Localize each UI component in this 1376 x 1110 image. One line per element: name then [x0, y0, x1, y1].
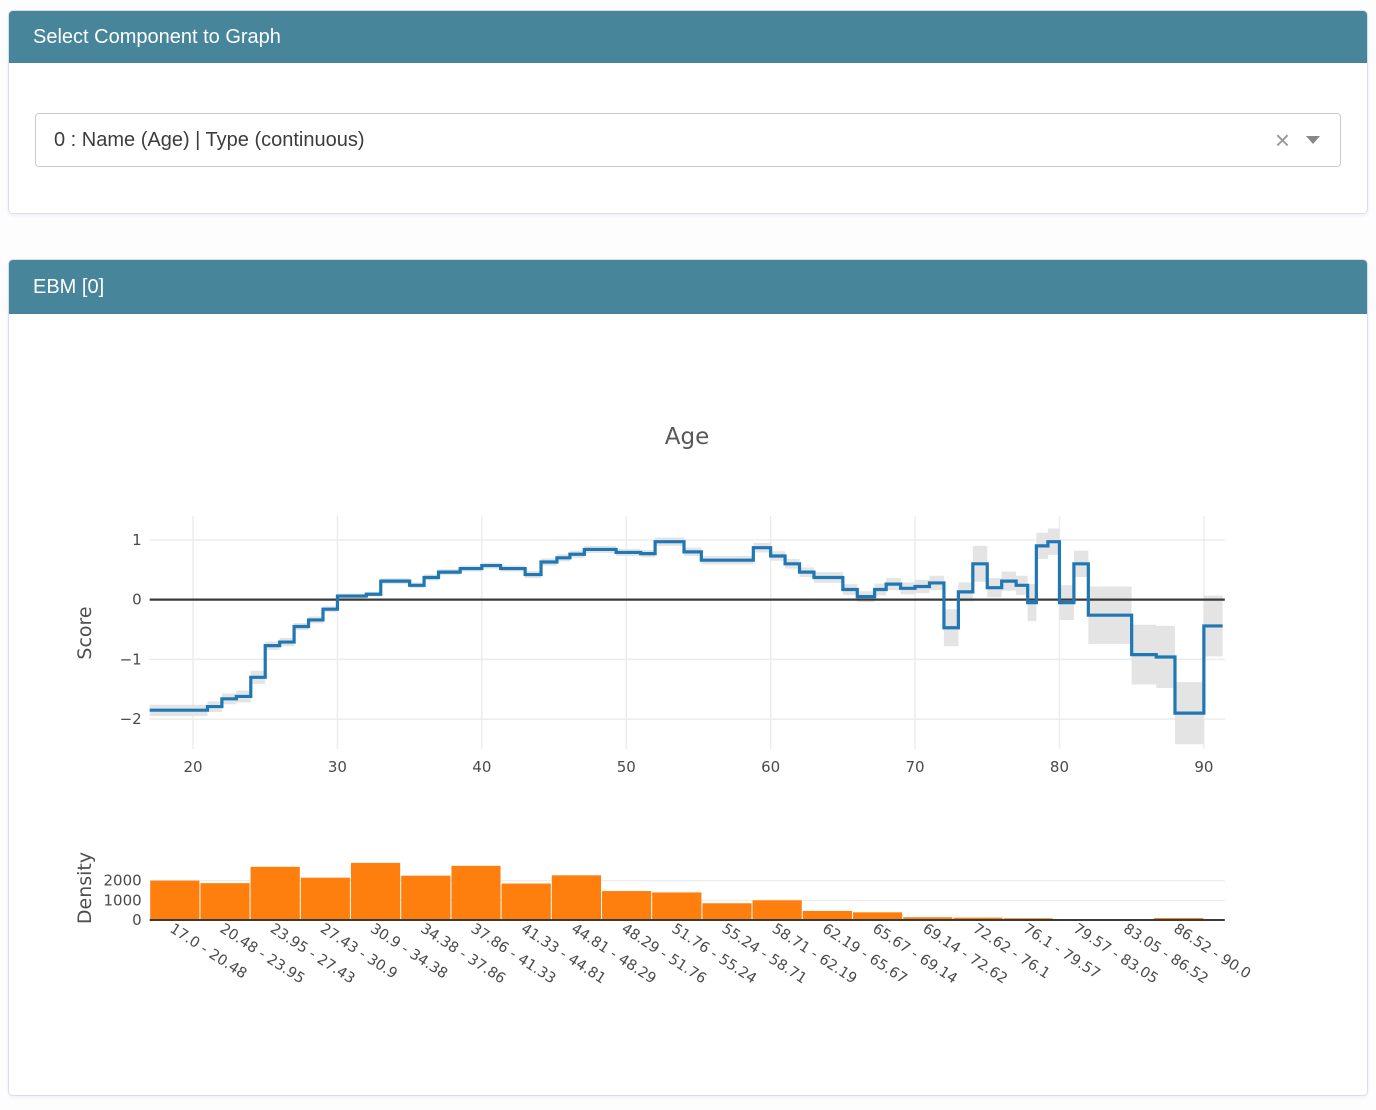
y-tick-label: 1 [132, 531, 142, 549]
chevron-down-icon[interactable] [1306, 136, 1320, 144]
score-axis-title: Score [74, 606, 96, 659]
histogram-bar [451, 865, 501, 920]
bin-label: 51.76 - 55.24 [669, 921, 759, 988]
x-tick-label: 80 [1050, 758, 1069, 776]
histogram-bar [551, 875, 602, 920]
density-tick-label: 0 [132, 911, 142, 929]
histogram-bar [300, 877, 350, 920]
score-plot: 20 30 40 50 60 70 80 90 1 0 −1 −2 [120, 516, 1225, 776]
bin-label: 79.57 - 83.05 [1070, 921, 1160, 988]
bin-label: 55.24 - 58.71 [719, 921, 809, 988]
bin-label: 34.38 - 37.86 [418, 921, 508, 988]
select-panel-body: 0 : Name (Age) | Type (continuous) × [9, 63, 1367, 213]
x-tick-label: 60 [761, 758, 780, 776]
histogram-bar [802, 910, 853, 920]
bin-label: 37.86 - 41.33 [468, 921, 558, 988]
bin-label: 65.67 - 69.14 [869, 921, 959, 988]
ebm-chart-canvas[interactable]: Age Score Density 20 30 40 50 60 70 80 90 1 0 −1 −2… [9, 314, 1367, 1090]
dropdown-controls: × [1275, 127, 1328, 153]
ebm-panel-body: Age Score Density 20 30 40 50 60 70 80 90 1 0 −1 −2… [9, 314, 1367, 1095]
bin-label: 62.19 - 65.67 [819, 921, 909, 988]
y-tick-label: −1 [120, 650, 142, 668]
bin-label: 20.48 - 23.95 [217, 921, 307, 988]
histogram-bar [401, 875, 451, 920]
x-tick-label: 40 [472, 758, 491, 776]
histogram-bar [501, 883, 551, 920]
histogram-bar [702, 903, 752, 920]
page: Select Component to Graph 0 : Name (Age)… [0, 10, 1376, 1110]
histogram-bar [903, 917, 953, 920]
bin-label: 23.95 - 27.43 [267, 921, 357, 988]
density-tick-label: 1000 [104, 891, 142, 909]
x-tick-label: 50 [617, 758, 636, 776]
bin-label: 83.05 - 86.52 [1120, 921, 1210, 988]
histogram-bar [200, 883, 250, 920]
bin-label: 48.29 - 51.76 [618, 921, 708, 988]
x-tick-label: 30 [328, 758, 347, 776]
x-tick-label: 90 [1194, 758, 1213, 776]
x-tick-label: 20 [183, 758, 202, 776]
bin-label: 44.81 - 48.29 [568, 921, 658, 988]
chart-title: Age [665, 424, 709, 450]
y-tick-label: 0 [132, 591, 142, 609]
bin-label: 58.71 - 62.19 [769, 921, 859, 988]
component-dropdown-value: 0 : Name (Age) | Type (continuous) [54, 128, 365, 151]
bin-label: 69.14 - 72.62 [920, 921, 1010, 988]
error-band [149, 528, 1223, 745]
select-panel-header: Select Component to Graph [9, 11, 1367, 63]
density-tick-label: 2000 [104, 872, 142, 890]
ebm-panel-title: EBM [0] [33, 275, 105, 298]
density-axis-title: Density [74, 852, 96, 924]
score-step-line [149, 540, 1223, 715]
select-panel-title: Select Component to Graph [33, 25, 281, 48]
x-tick-label: 70 [906, 758, 925, 776]
histogram-bar [853, 912, 903, 920]
histogram-bar [953, 917, 1003, 920]
histogram-bar [350, 862, 401, 920]
ebm-panel: EBM [0] Age Score Density 20 30 40 50 60 70 80… [8, 259, 1368, 1096]
histogram-bar [602, 891, 652, 920]
histogram-bar [250, 866, 300, 920]
histogram-bar [652, 892, 702, 920]
select-component-panel: Select Component to Graph 0 : Name (Age)… [8, 10, 1368, 214]
histogram-bar [150, 880, 200, 920]
component-dropdown[interactable]: 0 : Name (Age) | Type (continuous) × [35, 113, 1341, 167]
ebm-panel-header: EBM [0] [9, 260, 1367, 314]
clear-icon[interactable]: × [1274, 125, 1290, 155]
bin-label: 41.33 - 44.81 [518, 921, 608, 988]
y-tick-label: −2 [120, 710, 142, 728]
histogram-bar [752, 900, 802, 920]
